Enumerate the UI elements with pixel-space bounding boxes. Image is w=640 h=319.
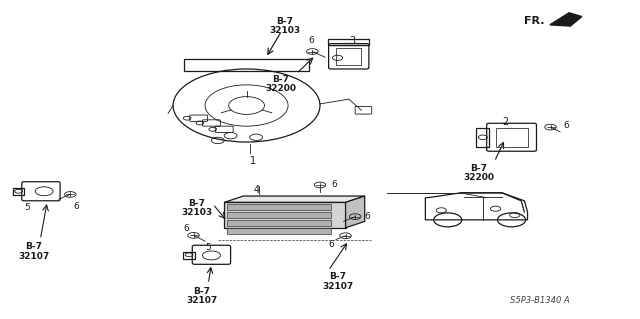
- Bar: [495, 128, 527, 147]
- Text: B-7: B-7: [330, 272, 346, 281]
- Text: 6: 6: [332, 180, 337, 189]
- Text: B-7: B-7: [193, 286, 211, 295]
- Bar: [183, 252, 195, 259]
- Bar: [328, 39, 369, 45]
- Text: 32107: 32107: [186, 296, 218, 305]
- Bar: [476, 128, 489, 147]
- Bar: [13, 188, 24, 195]
- Bar: [227, 228, 330, 234]
- Text: 5: 5: [205, 243, 211, 252]
- Polygon shape: [224, 196, 365, 202]
- Polygon shape: [224, 202, 346, 228]
- Bar: [227, 220, 330, 226]
- Text: 3: 3: [349, 36, 355, 46]
- Bar: [227, 204, 330, 210]
- Text: 6: 6: [74, 202, 79, 211]
- Text: B-7: B-7: [26, 242, 42, 251]
- Text: 1: 1: [250, 156, 256, 166]
- Text: 6: 6: [183, 224, 189, 233]
- Text: 6: 6: [563, 121, 569, 130]
- Text: B-7: B-7: [188, 199, 205, 208]
- Text: 32200: 32200: [463, 173, 494, 182]
- Text: B-7: B-7: [272, 75, 289, 84]
- Text: 32103: 32103: [181, 208, 212, 217]
- Text: 32200: 32200: [265, 84, 296, 93]
- Text: 6: 6: [308, 36, 314, 45]
- Text: 5: 5: [25, 203, 30, 212]
- Text: 6: 6: [328, 240, 334, 249]
- Text: S5P3-B1340 A: S5P3-B1340 A: [511, 296, 570, 305]
- Text: 32103: 32103: [269, 26, 300, 35]
- Bar: [227, 212, 330, 218]
- Polygon shape: [550, 13, 582, 26]
- Text: B-7: B-7: [276, 17, 293, 26]
- Text: 32107: 32107: [323, 282, 353, 291]
- Bar: [336, 48, 361, 64]
- Text: 32107: 32107: [19, 252, 49, 261]
- Polygon shape: [346, 196, 365, 228]
- Text: FR.: FR.: [524, 16, 545, 26]
- Text: B-7: B-7: [470, 164, 487, 173]
- Text: 2: 2: [502, 117, 508, 127]
- Text: 4: 4: [253, 185, 259, 195]
- Text: 6: 6: [365, 212, 371, 221]
